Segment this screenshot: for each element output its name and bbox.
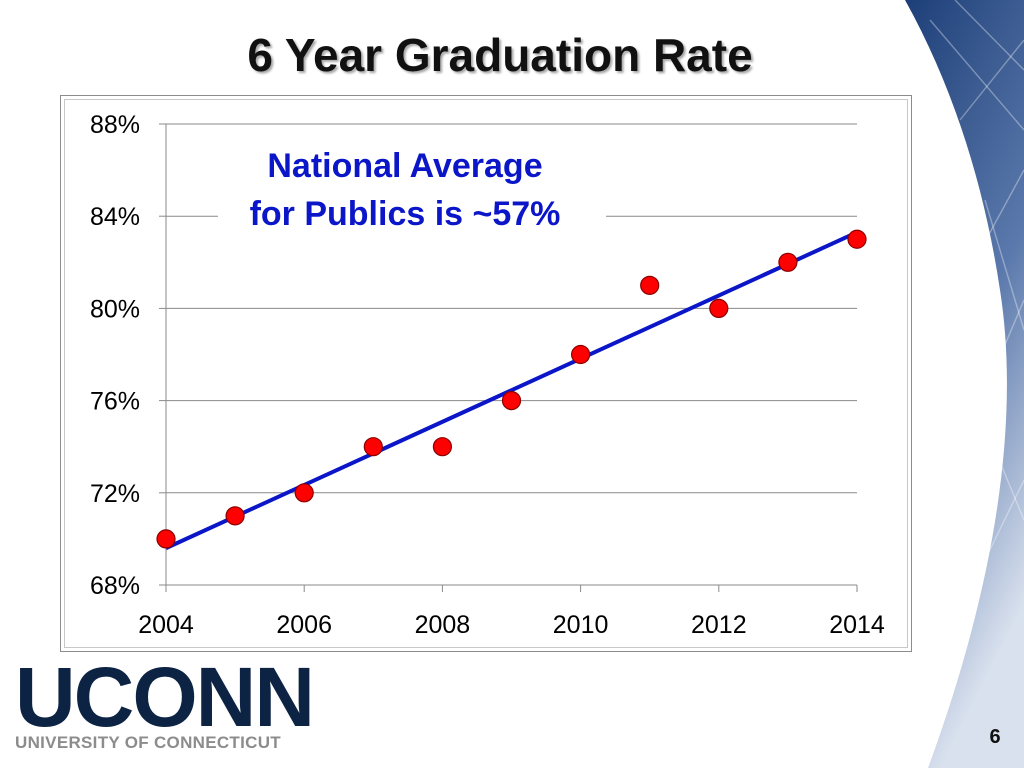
slide-number: 6 bbox=[989, 726, 1001, 748]
y-tick-label: 88% bbox=[90, 111, 140, 139]
x-tick-label: 2006 bbox=[276, 611, 332, 639]
uconn-logo-wordmark: UCONN bbox=[15, 650, 315, 744]
y-tick-labels: 68% 72% 76% 80% 84% 88% bbox=[90, 111, 140, 600]
y-tick-label: 72% bbox=[90, 480, 140, 508]
data-point bbox=[501, 391, 522, 411]
x-tick-label: 2004 bbox=[138, 611, 194, 639]
data-points bbox=[156, 229, 867, 549]
annotation-line-1: National Average bbox=[267, 147, 542, 185]
data-point bbox=[432, 437, 452, 457]
y-tick-label: 80% bbox=[90, 295, 140, 323]
data-point bbox=[709, 298, 729, 318]
x-tick-label: 2008 bbox=[415, 611, 471, 639]
annotation-line-2: for Publics is ~57% bbox=[250, 195, 561, 233]
x-tick-label: 2014 bbox=[829, 611, 885, 639]
slide-title: 6 Year Graduation Rate bbox=[247, 29, 753, 81]
x-tick-label: 2012 bbox=[691, 611, 747, 639]
x-tick-labels: 2004 2006 2008 2010 2012 2014 bbox=[138, 611, 885, 639]
corner-swoosh bbox=[905, 0, 1024, 768]
annotation-background bbox=[218, 140, 606, 240]
data-point bbox=[570, 344, 591, 365]
data-point bbox=[778, 252, 798, 272]
data-point bbox=[294, 483, 314, 503]
data-point bbox=[847, 229, 867, 249]
y-tick-label: 84% bbox=[90, 203, 140, 231]
axes bbox=[159, 123, 858, 592]
x-tick-label: 2010 bbox=[553, 611, 609, 639]
y-tick-label: 76% bbox=[90, 388, 140, 416]
data-point bbox=[363, 437, 383, 457]
trendline bbox=[165, 230, 858, 550]
data-point bbox=[640, 275, 660, 295]
data-point bbox=[156, 529, 176, 549]
y-tick-label: 68% bbox=[90, 572, 140, 600]
uconn-logo-subtitle: UNIVERSITY OF CONNECTICUT bbox=[15, 733, 281, 752]
chart-frame-inner-border bbox=[64, 99, 908, 648]
data-point bbox=[225, 506, 245, 526]
